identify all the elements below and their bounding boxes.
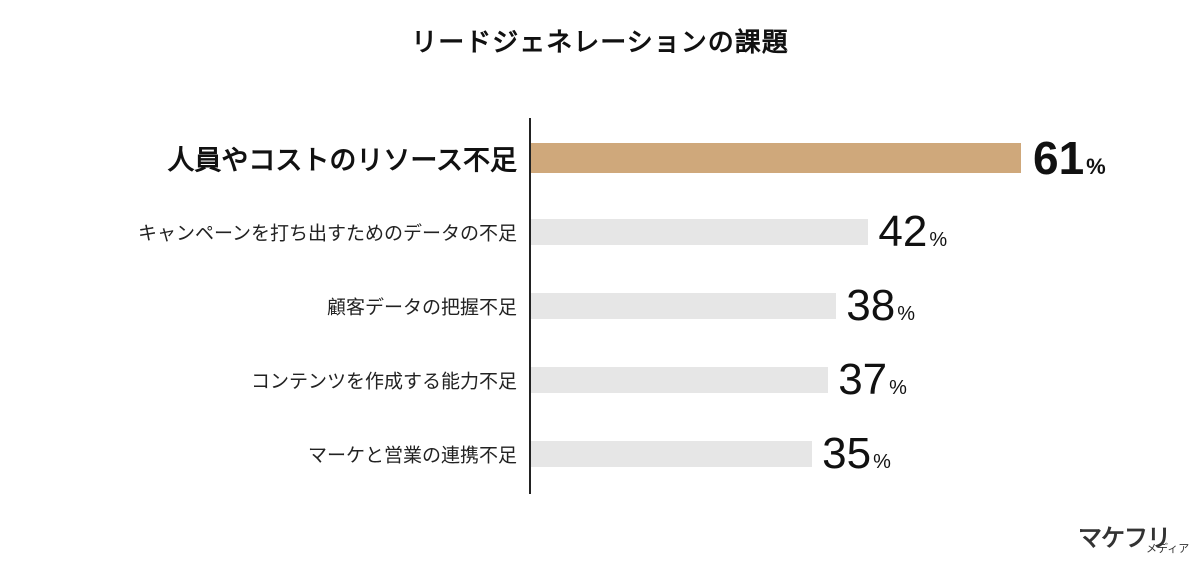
category-axis-line <box>529 118 531 494</box>
data-label: 38% <box>846 284 915 328</box>
data-label-unit: % <box>897 303 915 325</box>
category-label: マーケと営業の連携不足 <box>307 444 517 467</box>
bar <box>531 367 829 393</box>
bar <box>531 219 869 245</box>
data-label-unit: % <box>929 229 948 251</box>
category-label: 顧客データの把握不足 <box>326 296 517 319</box>
data-label-unit: % <box>889 377 907 399</box>
bar <box>531 293 837 319</box>
data-label-value: 38 <box>846 281 896 330</box>
data-label: 42% <box>878 210 947 254</box>
chart-title: リードジェネレーションの課題 <box>411 28 789 58</box>
data-label: 61% <box>1033 135 1106 181</box>
data-label: 35% <box>822 432 891 476</box>
data-label-unit: % <box>1086 154 1106 179</box>
brand-logo-sub: メディア <box>1146 542 1190 555</box>
bar <box>531 143 1021 173</box>
data-label-value: 42 <box>878 207 928 256</box>
brand-logo: マケフリ メディア <box>1078 518 1193 558</box>
data-label-value: 37 <box>838 355 888 404</box>
bar <box>531 441 813 467</box>
data-label: 37% <box>838 358 907 402</box>
category-label: コンテンツを作成する能力不足 <box>250 370 517 393</box>
brand-logo-main: マケフリ <box>1078 524 1171 552</box>
category-label: キャンペーンを打ち出すためのデータの不足 <box>137 222 517 245</box>
data-label-value: 35 <box>822 429 872 478</box>
data-label-value: 61 <box>1033 132 1085 184</box>
category-label: 人員やコストのリソース不足 <box>167 145 517 177</box>
data-label-unit: % <box>873 451 891 473</box>
